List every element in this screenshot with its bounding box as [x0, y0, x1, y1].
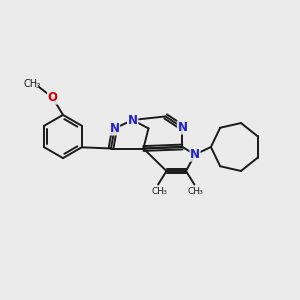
Text: N: N — [128, 113, 138, 127]
Text: 3: 3 — [36, 83, 40, 89]
Text: N: N — [110, 122, 120, 135]
Text: N: N — [190, 148, 200, 161]
Text: N: N — [128, 113, 138, 127]
Text: CH: CH — [152, 187, 165, 196]
Text: O: O — [47, 91, 58, 104]
Text: 3: 3 — [163, 190, 167, 195]
Text: N: N — [177, 121, 188, 134]
Text: CH: CH — [188, 187, 201, 196]
Text: CH: CH — [23, 79, 38, 89]
Text: 3: 3 — [199, 190, 203, 195]
